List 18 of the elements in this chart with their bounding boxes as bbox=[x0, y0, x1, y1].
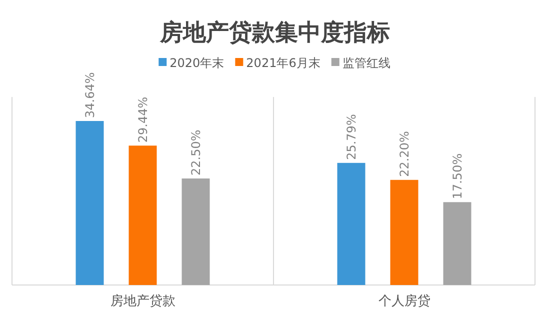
chart-title: 房地产贷款集中度指标 bbox=[159, 19, 390, 46]
data-label: 22.20% bbox=[397, 131, 412, 177]
bar bbox=[128, 146, 157, 285]
legend-label: 监管红线 bbox=[342, 56, 390, 70]
legend-label: 2021年6月末 bbox=[246, 56, 320, 70]
x-tick-label: 个人房贷 bbox=[378, 293, 430, 309]
x-tick-label: 房地产贷款 bbox=[110, 293, 176, 309]
bar bbox=[337, 162, 366, 285]
bar bbox=[443, 202, 472, 285]
data-label: 25.79% bbox=[344, 114, 358, 160]
data-label: 22.50% bbox=[188, 130, 203, 176]
bar bbox=[182, 178, 210, 285]
data-label: 17.50% bbox=[450, 153, 464, 200]
bar bbox=[390, 180, 418, 285]
bar bbox=[76, 121, 104, 285]
data-label: 29.44% bbox=[136, 96, 150, 143]
legend-label: 2020年末 bbox=[170, 56, 224, 70]
data-label: 34.64% bbox=[82, 72, 97, 118]
